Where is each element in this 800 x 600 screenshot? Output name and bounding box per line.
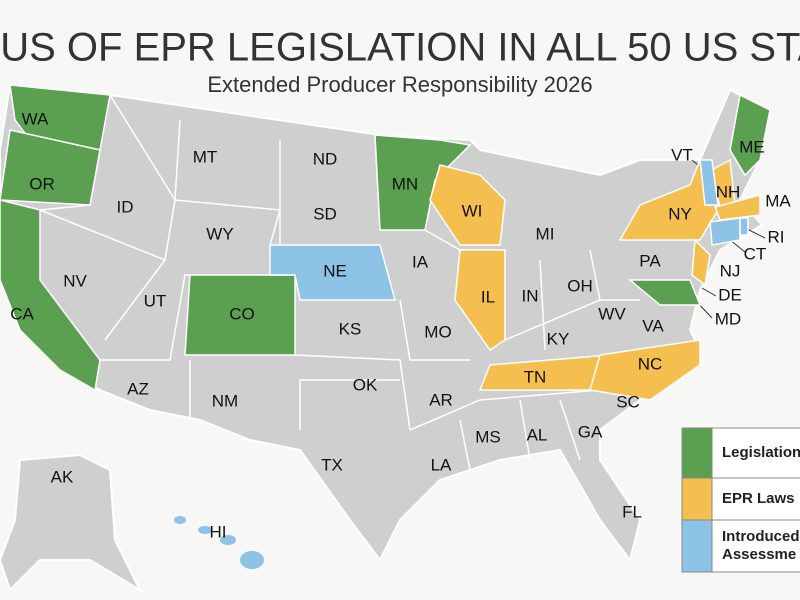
state-label: CA <box>10 304 34 323</box>
state-label: WA <box>22 109 49 128</box>
state-label: LA <box>431 455 452 474</box>
hawaii-island <box>220 535 236 545</box>
state-shape <box>627 279 702 306</box>
state-label: IA <box>412 252 429 271</box>
state-label: SC <box>616 392 640 411</box>
state-shape <box>0 199 101 392</box>
state-label: IN <box>522 286 539 305</box>
state-label: DE <box>718 285 742 304</box>
state-label: CT <box>744 244 767 263</box>
state-label: NJ <box>720 261 741 280</box>
state-shape <box>269 244 396 301</box>
state-label: UT <box>144 291 167 310</box>
state-label: MN <box>392 174 418 193</box>
state-label: IL <box>481 287 495 306</box>
state-label: WY <box>206 224 233 243</box>
state-label: NV <box>63 271 87 290</box>
state-label: GA <box>578 422 603 441</box>
state-label: ME <box>739 137 765 156</box>
state-label: OR <box>29 174 55 193</box>
state-label: CO <box>229 304 255 323</box>
state-shape <box>729 93 771 177</box>
legend-label: Introduced <box>722 528 800 545</box>
state-label: KY <box>547 329 570 348</box>
state-label: RI <box>768 227 785 246</box>
state-label: MD <box>715 309 741 328</box>
state-label: NE <box>323 261 347 280</box>
state-label: TN <box>524 367 547 386</box>
state-shape <box>699 159 719 206</box>
subtitle: Extended Producer Responsibility 2026 <box>207 72 592 97</box>
state-label: PA <box>639 251 661 270</box>
state-label: MA <box>765 191 791 210</box>
legend-label: Legislation <box>722 444 800 461</box>
legend-swatch <box>681 427 713 479</box>
state-label: OH <box>567 276 593 295</box>
state-label: ND <box>313 149 338 168</box>
state-label: MS <box>475 427 501 446</box>
state-label: MT <box>193 147 218 166</box>
state-label: ID <box>117 197 134 216</box>
state-shape <box>709 217 741 246</box>
hawaii-island <box>240 551 264 569</box>
legend-swatch <box>681 477 713 521</box>
state-label: NM <box>212 391 238 410</box>
title: TUS OF EPR LEGISLATION IN ALL 50 US STA <box>0 26 800 70</box>
state-label: NY <box>668 204 692 223</box>
state-label: SD <box>313 204 337 223</box>
state-label: OK <box>353 375 378 394</box>
state-shape <box>429 164 506 246</box>
state-label: AL <box>527 425 548 444</box>
legend-label: Assessme <box>722 546 796 563</box>
state-label: NH <box>716 182 741 201</box>
us-land <box>0 83 772 563</box>
state-label: HI <box>210 522 227 541</box>
state-label: MO <box>424 322 451 341</box>
state-label: MI <box>536 224 555 243</box>
state-shape <box>714 194 761 221</box>
alaska <box>0 453 143 593</box>
state-shape <box>589 339 701 401</box>
state-label: NC <box>638 354 663 373</box>
state-label: FL <box>622 502 642 521</box>
state-label: VA <box>642 316 664 335</box>
state-label: WI <box>462 201 483 220</box>
state-label: TX <box>321 455 343 474</box>
state-label: AR <box>429 390 453 409</box>
state-shape <box>454 249 506 352</box>
hawaii-island <box>174 516 186 524</box>
legend-swatch <box>681 519 713 573</box>
state-label: AZ <box>127 379 149 398</box>
state-shape <box>0 129 101 206</box>
state-label: VT <box>671 145 693 164</box>
hawaii-island <box>198 526 212 534</box>
state-shape <box>739 217 749 236</box>
legend-label: EPR Laws <box>722 490 795 507</box>
state-label: WV <box>598 304 626 323</box>
state-shape <box>691 238 711 287</box>
state-shape <box>184 274 296 356</box>
state-label: AK <box>51 467 74 486</box>
state-label: KS <box>339 319 362 338</box>
